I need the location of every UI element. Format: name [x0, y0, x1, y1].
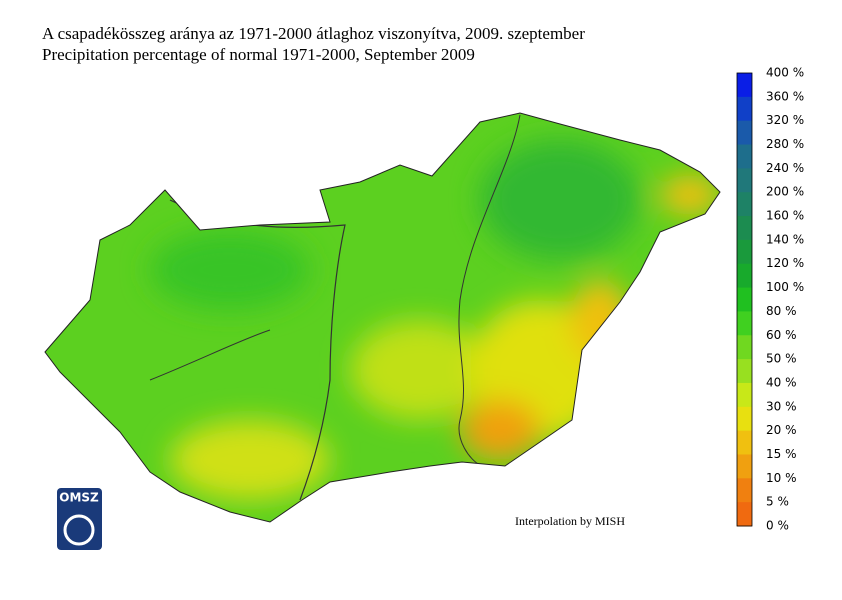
legend-swatch — [737, 287, 752, 312]
subtitle: Precipitation percentage of normal 1971-… — [42, 45, 475, 64]
legend-label: 120 % — [766, 256, 804, 270]
legend-label: 360 % — [766, 89, 804, 103]
legend-frame — [736, 72, 753, 527]
legend-label: 80 % — [766, 304, 797, 318]
legend-swatch — [737, 478, 752, 503]
legend-label: 200 % — [766, 185, 804, 199]
legend-label: 160 % — [766, 209, 804, 223]
legend-label: 10 % — [766, 471, 797, 485]
legend-label: 320 % — [766, 113, 804, 127]
legend-swatch — [737, 335, 752, 360]
legend-label: 240 % — [766, 161, 804, 175]
legend-label: 5 % — [766, 495, 789, 509]
legend-swatch — [737, 430, 752, 455]
legend-label: 40 % — [766, 375, 797, 389]
credit: Interpolation by MISH — [515, 514, 625, 528]
legend-label: 30 % — [766, 399, 797, 413]
logo-text: OMSZ — [59, 491, 99, 505]
precipitation-map — [45, 113, 720, 522]
logo: OMSZ — [57, 488, 102, 550]
legend-label: 20 % — [766, 423, 797, 437]
legend-swatch — [737, 96, 752, 122]
legend: 400 % 360 % 320 % 280 % 240 % 200 % 160 % 140 %… — [736, 66, 804, 533]
legend-swatch — [737, 144, 752, 169]
legend-label: 0 % — [766, 519, 789, 533]
legend-label: 140 % — [766, 232, 804, 246]
legend-label: 60 % — [766, 328, 797, 342]
legend-swatch — [737, 168, 752, 193]
legend-swatch — [737, 263, 752, 289]
legend-label: 280 % — [766, 137, 804, 151]
legend-swatch — [737, 382, 752, 408]
legend-swatch — [737, 192, 752, 217]
legend-swatch — [737, 120, 752, 146]
legend-label: 100 % — [766, 280, 804, 294]
legend-swatch — [737, 406, 752, 432]
legend-label: 15 % — [766, 447, 797, 461]
legend-swatch — [737, 73, 752, 98]
title: A csapadékösszeg aránya az 1971-2000 átl… — [42, 24, 585, 43]
legend-swatch — [737, 216, 752, 241]
legend-swatch — [737, 502, 752, 527]
legend-label: 50 % — [766, 352, 797, 366]
legend-label: 400 % — [766, 66, 804, 80]
legend-swatch — [737, 454, 752, 479]
legend-swatch — [737, 311, 752, 336]
legend-swatch — [737, 359, 752, 384]
legend-swatch — [737, 239, 752, 265]
